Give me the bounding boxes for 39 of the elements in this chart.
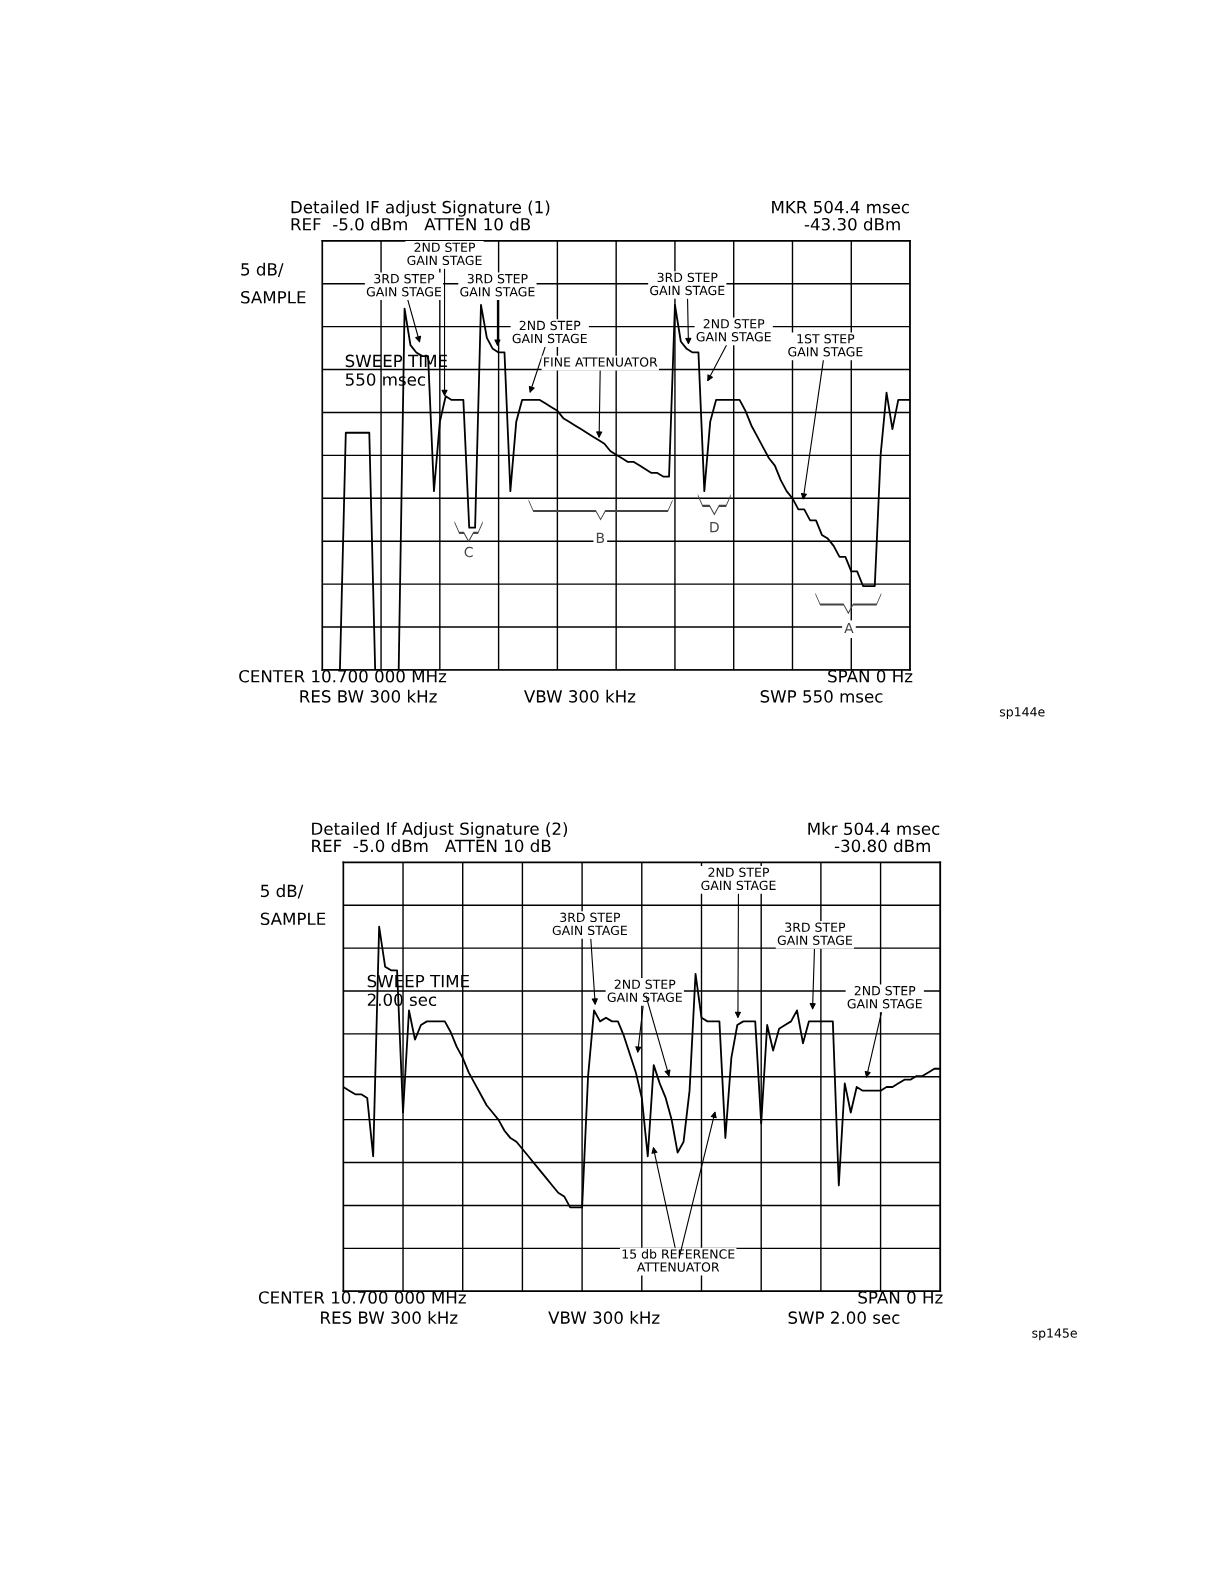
- text: VBW 300 kHz: [548, 1311, 660, 1324]
- chart-subtitle: REF -5.0 dBm ATTEN 10 dB: [312, 839, 551, 853]
- text: SWP 2.00 sec: [788, 1311, 900, 1324]
- text: 2ND STEP GAIN STAGE: [701, 867, 776, 891]
- annotation: FINE ATTENUATOR: [544, 357, 658, 367]
- annotation: B: [596, 532, 605, 543]
- text: -30.80 dBm: [834, 839, 930, 853]
- chart-title: Detailed If Adjust Signature (2): [312, 822, 568, 839]
- annotation: 2ND STEP GAIN STAGE: [847, 985, 922, 1009]
- annotation: D: [710, 522, 719, 533]
- text: 3RD STEP GAIN STAGE: [650, 272, 725, 296]
- text: RES BW 300 kHz: [321, 1311, 458, 1324]
- annotation: 3RD STEP GAIN STAGE: [777, 922, 852, 945]
- text: 2ND STEP GAIN STAGE: [407, 242, 482, 266]
- annotation: 2ND STEP GAIN STAGE: [696, 318, 771, 342]
- text: 5 dB/: [261, 884, 304, 899]
- text: 3RD STEP GAIN STAGE: [460, 273, 535, 297]
- annotation: SPAN 0 Hz: [828, 669, 913, 683]
- text: -43.30 dBm: [804, 217, 900, 231]
- annotation: C: [464, 546, 473, 558]
- text: sp144e: [999, 707, 1045, 719]
- text: RES BW 300 kHz: [300, 689, 437, 703]
- text: Mkr 504.4 msec: [808, 822, 940, 836]
- text: SWP 550 msec: [760, 690, 883, 703]
- chart-title: Detailed IF adjust Signature (1): [291, 200, 550, 217]
- annotation: 2ND STEP GAIN STAGE: [607, 979, 682, 1003]
- annotation: 3RD STEP GAIN STAGE: [552, 912, 627, 936]
- annotation: 1ST STEP GAIN STAGE: [788, 334, 863, 357]
- text: VBW 300 kHz: [524, 689, 636, 703]
- chart-subtitle: REF -5.0 dBm ATTEN 10 dB: [291, 217, 531, 231]
- text: MKR 504.4 msec: [772, 200, 910, 214]
- annotation: A: [844, 622, 854, 634]
- text: SAMPLE: [260, 912, 326, 926]
- text: 3RD STEP GAIN STAGE: [366, 273, 442, 297]
- text: sp145e: [1032, 1328, 1077, 1341]
- annotation: 2ND STEP GAIN STAGE: [512, 320, 587, 344]
- text: 5 dB/: [241, 262, 284, 277]
- annotation: CENTER 10.700 000 MHz: [239, 669, 447, 683]
- text: SAMPLE: [241, 290, 306, 304]
